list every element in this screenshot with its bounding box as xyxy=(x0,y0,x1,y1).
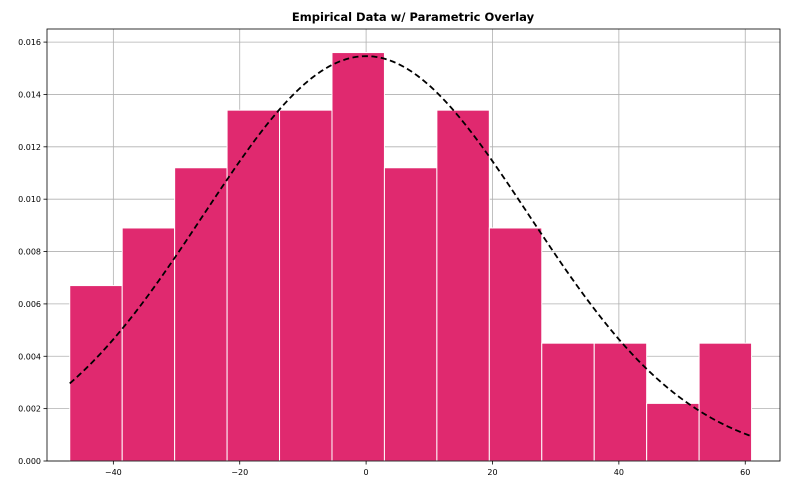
x-tick-label: 20 xyxy=(487,468,497,477)
y-tick-label: 0.006 xyxy=(18,300,41,309)
histogram-bars xyxy=(69,52,753,462)
histogram-bar xyxy=(383,167,438,462)
histogram-bar xyxy=(488,227,543,462)
y-tick-label: 0.014 xyxy=(18,90,41,99)
histogram-bar xyxy=(174,167,228,462)
x-tick-label: 40 xyxy=(614,468,624,477)
histogram-bar xyxy=(646,402,700,462)
x-axis-ticks: −40 −20 0 20 40 60 xyxy=(105,461,750,477)
y-tick-label: 0.010 xyxy=(18,195,41,204)
plot-frame xyxy=(46,28,781,462)
x-tick-label: 0 xyxy=(364,468,369,477)
x-tick-label: 60 xyxy=(740,468,750,477)
histogram-bar xyxy=(698,342,753,462)
x-tick-label: −40 xyxy=(105,468,122,477)
histogram-bar xyxy=(279,109,333,462)
y-tick-label: 0.000 xyxy=(18,457,41,466)
histogram-bar xyxy=(226,109,281,462)
y-tick-label: 0.016 xyxy=(18,38,41,47)
y-tick-label: 0.002 xyxy=(18,405,41,414)
y-tick-label: 0.004 xyxy=(18,352,41,361)
chart-title: Empirical Data w/ Parametric Overlay xyxy=(292,10,535,24)
histogram-bar xyxy=(121,227,176,462)
y-tick-label: 0.012 xyxy=(18,143,41,152)
y-tick-label: 0.008 xyxy=(18,248,41,257)
histogram-bar xyxy=(436,109,490,462)
parametric-overlay-curve xyxy=(69,55,752,438)
x-tick-label: −20 xyxy=(231,468,248,477)
histogram-bar xyxy=(331,52,385,462)
histogram-bar xyxy=(593,342,648,462)
histogram-bar xyxy=(541,342,595,462)
y-axis-ticks: 0.000 0.002 0.004 0.006 0.008 0.010 0.012 0.014… xyxy=(18,38,47,466)
histogram-bar xyxy=(69,285,123,462)
